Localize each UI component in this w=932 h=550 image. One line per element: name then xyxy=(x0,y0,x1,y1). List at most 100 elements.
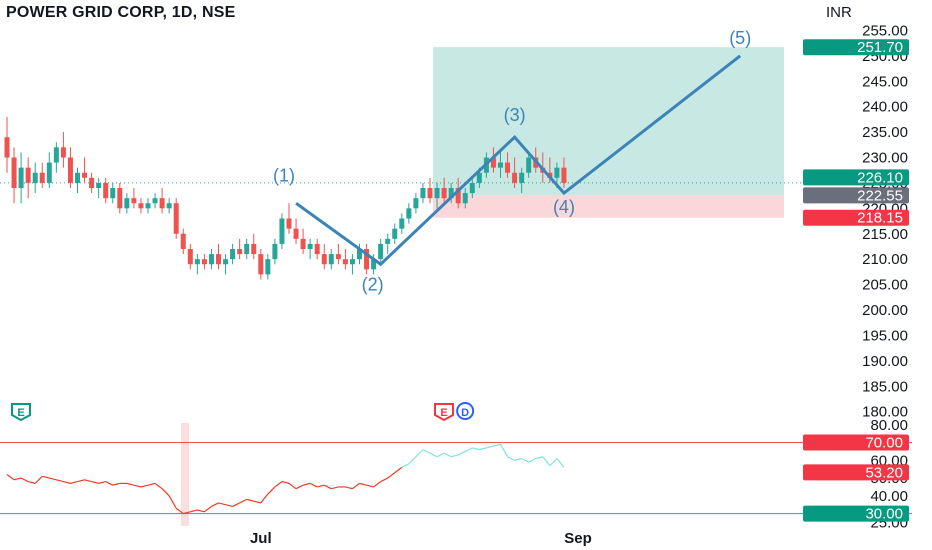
candle[interactable] xyxy=(11,147,17,204)
price-label-text: 251.70 xyxy=(857,39,903,56)
candle[interactable] xyxy=(406,203,412,224)
candle[interactable] xyxy=(237,238,243,260)
candle[interactable] xyxy=(342,249,348,270)
candle[interactable] xyxy=(498,152,503,178)
candle-body xyxy=(201,259,207,265)
elliott-wave-drawing[interactable]: (1) (2) (3) (4) (5) xyxy=(273,28,751,294)
candle-body xyxy=(378,243,384,260)
event-marker-D-blue[interactable]: D xyxy=(456,402,475,420)
candle[interactable] xyxy=(490,147,496,173)
candle[interactable] xyxy=(75,167,80,194)
candle[interactable] xyxy=(349,254,355,275)
candle[interactable] xyxy=(110,182,116,204)
rsi-segment xyxy=(323,484,332,490)
candle[interactable] xyxy=(223,254,229,275)
candle[interactable] xyxy=(455,177,461,209)
candle[interactable] xyxy=(117,182,123,214)
candle[interactable] xyxy=(258,249,264,280)
candle[interactable] xyxy=(46,152,52,188)
candle[interactable] xyxy=(462,188,468,209)
candle[interactable] xyxy=(307,238,313,260)
chart-title: POWER GRID CORP, 1D, NSE xyxy=(6,4,236,21)
candle[interactable] xyxy=(378,238,384,265)
candle-body xyxy=(505,162,511,173)
candle[interactable] xyxy=(434,182,440,209)
candle[interactable] xyxy=(469,177,475,199)
candle-body xyxy=(385,238,391,244)
candle-body xyxy=(138,203,144,209)
candle[interactable] xyxy=(441,177,447,204)
candle[interactable] xyxy=(448,182,454,204)
candle[interactable] xyxy=(526,152,532,178)
candle[interactable] xyxy=(194,254,200,275)
event-marker-E-red[interactable]: E xyxy=(434,403,454,422)
candle-body xyxy=(117,188,123,209)
candle[interactable] xyxy=(187,243,193,270)
rsi-segment xyxy=(225,504,233,508)
candle[interactable] xyxy=(519,167,525,194)
candle[interactable] xyxy=(300,228,306,255)
candle[interactable] xyxy=(399,213,405,234)
candle[interactable] xyxy=(145,198,151,214)
candle[interactable] xyxy=(152,193,158,209)
candle[interactable] xyxy=(427,177,433,204)
rsi-segment xyxy=(232,502,240,508)
candle[interactable] xyxy=(18,152,24,204)
rsi-segment xyxy=(514,457,522,461)
candle[interactable] xyxy=(208,249,214,270)
candle[interactable] xyxy=(279,213,285,249)
candle[interactable] xyxy=(335,243,341,265)
candle[interactable] xyxy=(505,152,511,178)
candle[interactable] xyxy=(4,116,10,173)
candle[interactable] xyxy=(561,157,567,189)
candle[interactable] xyxy=(159,188,165,214)
exchange-label: NSE xyxy=(201,4,236,21)
time-tick: Jul xyxy=(250,530,272,547)
candle[interactable] xyxy=(124,193,130,214)
candle[interactable] xyxy=(173,198,179,239)
candle[interactable] xyxy=(103,177,109,204)
candle[interactable] xyxy=(166,198,172,214)
rsi-segment xyxy=(190,509,198,513)
candle[interactable] xyxy=(39,162,45,188)
candle[interactable] xyxy=(392,223,398,244)
candle[interactable] xyxy=(131,188,137,209)
candle[interactable] xyxy=(328,249,334,270)
candle[interactable] xyxy=(201,254,207,270)
candle[interactable] xyxy=(89,172,95,194)
candle[interactable] xyxy=(53,142,59,173)
candle[interactable] xyxy=(251,233,257,260)
candle[interactable] xyxy=(293,218,299,244)
target-zone[interactable] xyxy=(433,47,784,196)
candle[interactable] xyxy=(82,157,88,183)
event-marker-E-green[interactable]: E xyxy=(11,403,31,422)
candle[interactable] xyxy=(265,254,271,280)
candle[interactable] xyxy=(25,157,31,199)
candle[interactable] xyxy=(314,238,320,260)
candle[interactable] xyxy=(272,238,278,265)
candle-body xyxy=(53,147,59,163)
candle[interactable] xyxy=(385,233,391,255)
stop-zone[interactable] xyxy=(433,195,784,218)
price-axis[interactable]: 180.00 185.00 190.00 195.00 200.00 205.00 210.… xyxy=(250,22,909,547)
candle[interactable] xyxy=(180,228,186,255)
candle[interactable] xyxy=(60,132,66,168)
candle[interactable] xyxy=(244,238,250,260)
candle[interactable] xyxy=(364,243,370,275)
candle[interactable] xyxy=(96,177,102,199)
candle[interactable] xyxy=(512,157,518,189)
candle[interactable] xyxy=(420,182,426,204)
candle[interactable] xyxy=(230,243,236,265)
candle[interactable] xyxy=(286,203,292,234)
candle[interactable] xyxy=(321,243,327,270)
candle[interactable] xyxy=(32,162,38,194)
wave-path[interactable] xyxy=(295,54,742,267)
rsi-segment xyxy=(161,488,170,497)
candle[interactable] xyxy=(413,193,419,214)
candle-body xyxy=(342,259,348,265)
candle[interactable] xyxy=(67,147,73,188)
candle[interactable] xyxy=(138,198,144,214)
candle[interactable] xyxy=(216,243,221,270)
position-tool[interactable] xyxy=(433,47,784,218)
